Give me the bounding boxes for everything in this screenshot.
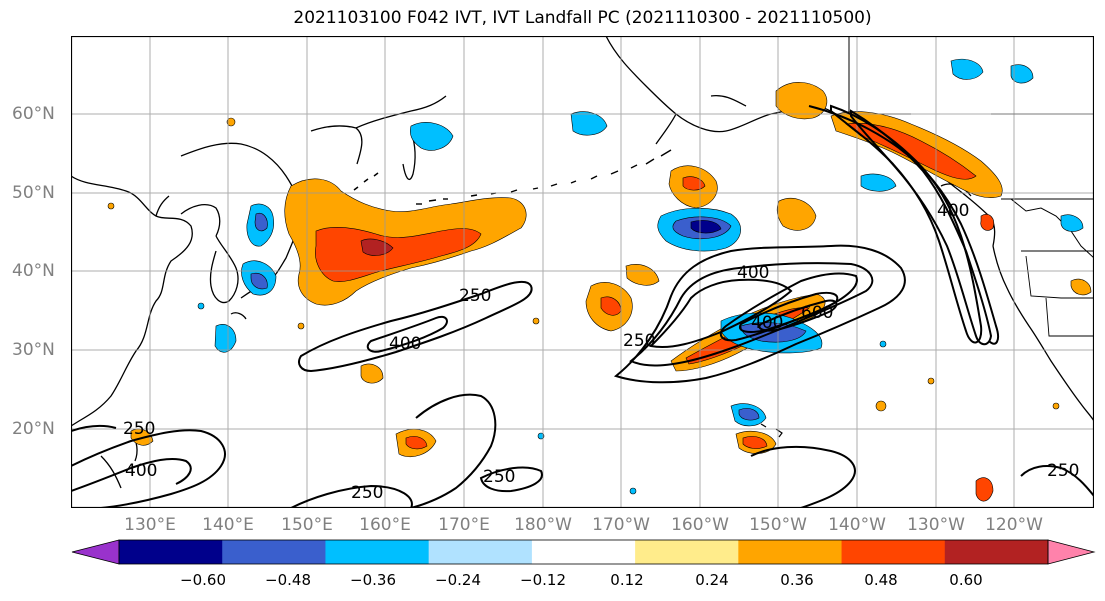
lon-label: 140°E [202,515,254,535]
lon-label: 170°W [592,515,650,535]
contour-label: 250 [459,286,491,306]
colorbar-tick: −0.36 [350,571,396,589]
contour-label: 250 [623,331,655,351]
colorbar-tick: 0.60 [949,571,983,589]
lon-label: 140°W [828,515,886,535]
colorbar-segment [635,540,739,564]
contour-label: 250 [351,483,383,503]
colorbar-segment [428,540,533,564]
colorbar-tick: −0.60 [180,571,226,589]
lon-label: 160°E [359,515,411,535]
colorbar-tick: −0.12 [520,571,566,589]
colorbar-tick: −0.24 [435,571,481,589]
colorbar-segment [325,540,430,564]
lon-label: 150°E [281,515,333,535]
lat-label: 20°N [12,419,55,439]
lat-label: 60°N [12,104,55,124]
contour-labels: 250 400 250 250 400 250 250 400 400 250 … [123,201,1079,503]
lon-label: 170°E [438,515,490,535]
colorbar-extend-high [1047,539,1096,565]
contour-label: 400 [737,263,769,283]
lon-label: 120°W [985,515,1043,535]
colorbar-segment [119,540,223,564]
lon-label: 180°W [514,515,572,535]
colorbar-tick: 0.24 [695,571,729,589]
contour-label: 250 [123,419,155,439]
colorbar-segment [531,540,636,564]
lon-label: 130°E [124,515,176,535]
contour-label: 600 [801,303,833,323]
colorbar-extend-low [71,539,120,565]
contour-label: 400 [389,334,421,354]
colorbar [71,539,1096,565]
ivt-contours [71,104,1094,508]
lat-label: 50°N [12,183,55,203]
colorbar-tick: 0.36 [780,571,814,589]
contour-label: 400 [125,461,157,481]
colorbar-tick: −0.48 [265,571,311,589]
lat-label: 40°N [12,261,55,281]
lat-label: 30°N [12,340,55,360]
map-title: 2021103100 F042 IVT, IVT Landfall PC (20… [293,8,872,28]
map-panel: 250 400 250 250 400 250 250 400 400 250 … [71,36,1094,508]
colorbar-segment [738,540,843,564]
lon-label: 160°W [671,515,729,535]
lon-label: 150°W [749,515,807,535]
colorbar-segment [222,540,326,564]
colorbar-segment [841,540,946,564]
contour-label: 250 [483,467,515,487]
contour-label: 400 [937,201,969,221]
gridlines [71,36,1094,508]
contour-label: 250 [1047,461,1079,481]
colorbar-tick: 0.12 [610,571,644,589]
lon-label: 130°W [907,515,965,535]
contour-label: 400 [751,313,783,333]
colorbar-tick: 0.48 [864,571,898,589]
colorbar-segment [944,540,1049,564]
